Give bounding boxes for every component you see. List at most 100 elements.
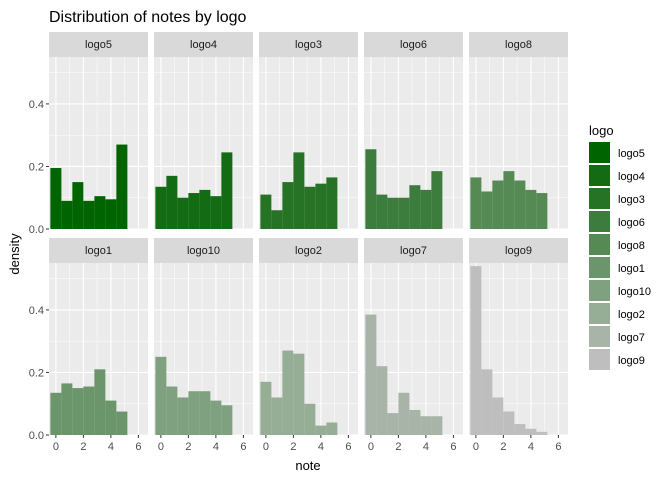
histogram-bar [409,409,421,435]
histogram-bar [525,189,537,229]
x-tick-label: 0 [263,441,269,453]
histogram-bar [326,177,338,229]
facet-strip [49,238,148,263]
x-tick-label: 6 [450,441,456,453]
histogram-bar [525,428,537,435]
histogram-bar [199,189,211,229]
facet-logo8: logo8 [469,32,568,230]
facet-logo6: logo6 [364,32,463,230]
histogram-bar [492,180,504,229]
histogram-bar [326,422,338,435]
legend-label: logo3 [618,194,645,206]
histogram-bar [376,366,388,435]
legend: logo logo5 logo4 logo3 logo6 logo8 logo1 logo1… [589,123,651,370]
x-axis-title: note [295,458,320,473]
x-tick-label: 6 [135,441,141,453]
histogram-bar [166,175,178,229]
histogram-bar [481,369,493,435]
histogram-bar [61,200,73,229]
legend-label: logo6 [618,217,645,229]
histogram-bar [503,171,515,229]
y-tick-label: 0.0 [29,430,44,442]
histogram-bar [271,397,283,435]
legend-key-logo3 [589,188,610,209]
facet-strip-label: logo6 [400,39,427,51]
y-tick-label: 0.4 [29,99,44,111]
x-tick-label: 0 [473,441,479,453]
histogram-bar [536,193,548,229]
legend-key-logo6 [589,211,610,232]
facet-logo7: logo7 0 2 4 6 [364,238,463,453]
histogram-bar [431,171,443,229]
histogram-bar [260,194,272,229]
histogram-bar [376,194,388,229]
histogram-bar [503,411,515,435]
histogram-bar [94,196,106,229]
histogram-bar [398,392,410,435]
histogram-bar [481,191,493,229]
histogram-bar [50,392,62,435]
histogram-bar [365,149,377,229]
histogram-bar [492,397,504,435]
legend-label: logo7 [618,332,645,344]
histogram-bar [61,383,73,435]
facet-logo10: logo10 0 2 4 6 [154,238,253,453]
facet-strip-label: logo9 [505,245,532,257]
y-tick-label: 0.0 [29,224,44,236]
facet-logo2: logo2 0 2 4 6 [259,238,358,453]
x-tick-label: 4 [108,441,114,453]
legend-label: logo9 [618,355,645,367]
y-tick-label: 0.2 [29,161,44,173]
histogram-bar [398,197,410,229]
histogram-bar [188,391,200,435]
legend-label: logo5 [618,148,645,160]
histogram-bar [293,152,305,229]
legend-key-logo7 [589,326,610,347]
facet-strip-label: logo4 [190,39,217,51]
y-axis-title: density [7,233,22,275]
histogram-bar [420,416,432,435]
facet-strip [364,32,463,57]
histogram-bar [210,400,222,435]
facet-strip-label: logo10 [187,245,220,257]
facet-strip [469,238,568,263]
facet-logo3: logo3 [259,32,358,230]
histogram-bar [271,210,283,229]
legend-label: logo2 [618,309,645,321]
histogram-bar [536,431,548,435]
x-tick-label: 6 [345,441,351,453]
x-tick-label: 2 [395,441,401,453]
histogram-bar [470,266,482,435]
facet-strip-label: logo7 [400,245,427,257]
histogram-bar [431,416,443,435]
facet-strip-label: logo8 [505,39,532,51]
histogram-bar [315,183,327,229]
histogram-bar [293,353,305,435]
histogram-bar [188,193,200,229]
histogram-bar [365,314,377,435]
histogram-bar [72,388,84,435]
legend-label: logo10 [618,286,651,298]
histogram-bar [221,152,233,229]
legend-label: logo1 [618,263,645,275]
x-tick-label: 6 [555,441,561,453]
facet-logo9: logo9 0 2 4 6 [469,238,568,453]
facet-strip [364,238,463,263]
legend-title: logo [589,123,614,138]
histogram-bar [420,189,432,229]
histogram-bar [470,177,482,229]
histogram-bar [210,196,222,229]
histogram-bar [282,350,294,435]
histogram-bar [177,397,189,435]
histogram-bar [105,400,117,435]
facet-strip-label: logo3 [295,39,322,51]
legend-key-logo8 [589,234,610,255]
histogram-bar [514,424,526,435]
histogram-bar [105,199,117,229]
histogram-bar [260,381,272,435]
x-tick-label: 2 [80,441,86,453]
legend-label: logo8 [618,240,645,252]
histogram-bar [155,186,167,229]
